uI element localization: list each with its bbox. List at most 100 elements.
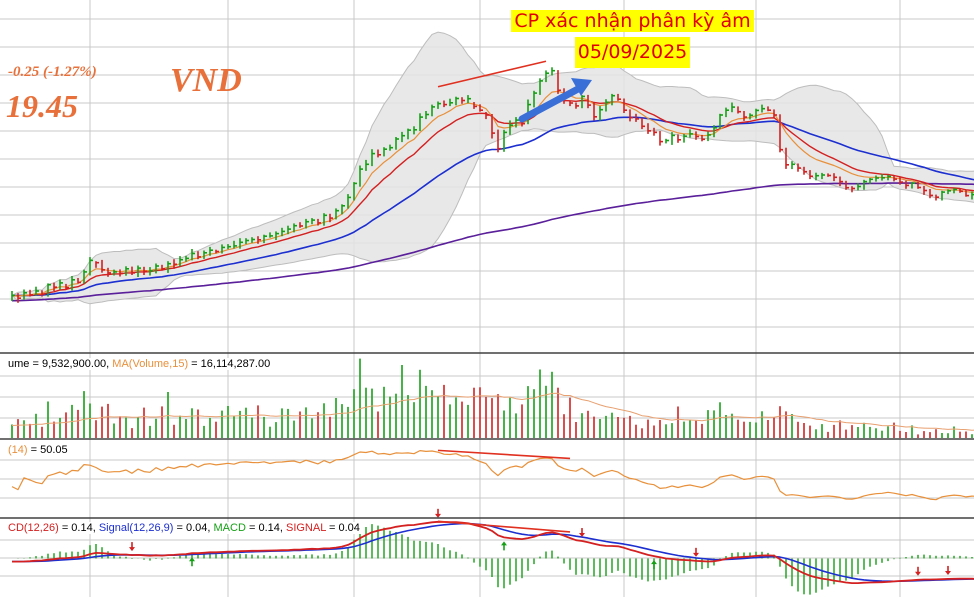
price-bar: [593, 103, 597, 121]
price-bar: [797, 163, 801, 172]
macd-divergence-line: [437, 520, 571, 533]
price-bar: [665, 138, 669, 144]
price-bar: [95, 261, 99, 268]
price-bar: [713, 125, 717, 138]
price-bar: [107, 267, 111, 277]
price-bar: [701, 134, 705, 142]
price-bar: [317, 218, 321, 226]
price-bar: [917, 181, 921, 189]
price-bar: [227, 244, 231, 250]
envelope-band: [11, 31, 974, 305]
price-bar: [479, 104, 483, 112]
price-bar: [509, 120, 513, 135]
divergence-callout: CP xác nhận phân kỳ âm 05/09/2025: [500, 6, 765, 68]
price-bar: [377, 149, 381, 158]
price-bar: [275, 231, 279, 240]
price-bar: [725, 107, 729, 118]
price-bar: [575, 102, 579, 109]
sell-arrow-head: [945, 570, 951, 575]
price-bar: [659, 131, 663, 146]
price-bar: [935, 194, 939, 201]
price-bar: [719, 113, 723, 129]
annotation-layer: [437, 60, 592, 533]
macd-label: CD(12,26): [8, 522, 59, 534]
price-bar: [221, 244, 225, 254]
price-bar: [185, 255, 189, 262]
ema-long-line: [12, 182, 974, 302]
price-bar: [323, 213, 327, 226]
price-bar: [257, 236, 261, 244]
price-bar: [233, 240, 237, 249]
sell-signal-arrow: [129, 542, 135, 552]
price-bar: [251, 237, 255, 243]
price-bar: [311, 218, 315, 225]
price-bar: [59, 279, 63, 290]
price-bar: [533, 90, 537, 108]
price-bar: [959, 188, 963, 193]
price-bar: [911, 182, 915, 189]
sell-signal-arrow: [915, 566, 921, 576]
price-bar: [647, 123, 651, 134]
price-bar: [815, 172, 819, 181]
price-bar: [545, 70, 549, 83]
price-bar: [653, 127, 657, 136]
price-bar: [215, 249, 219, 254]
price-bar: [53, 282, 57, 291]
price-bar: [29, 289, 33, 297]
price-bar: [437, 101, 441, 109]
price-bar: [353, 182, 357, 201]
sell-arrow-head: [129, 547, 135, 552]
price-bar: [779, 114, 783, 153]
price-bar: [941, 190, 945, 201]
volume-label: ume: [8, 358, 30, 370]
price-bar: [569, 101, 573, 107]
price-bar: [167, 261, 171, 273]
price-bar: [947, 189, 951, 195]
price-bar: [707, 131, 711, 142]
volume-pane-label: ume = 9,532,900.00, MA(Volume,15) = 16,1…: [8, 358, 273, 370]
price-bar: [689, 129, 693, 138]
price-bar: [23, 289, 27, 300]
price-bar: [695, 131, 699, 140]
price-bar: [77, 278, 81, 284]
price-bar: [263, 234, 267, 244]
price-bar: [245, 238, 249, 245]
price-bar: [173, 259, 177, 269]
price-bar: [875, 175, 879, 182]
price-bar: [857, 183, 861, 191]
price-bar: [431, 104, 435, 117]
price-bar: [299, 222, 303, 228]
macd-hist-label: MACD: [213, 522, 246, 534]
price-bar: [899, 176, 903, 185]
price-bar: [923, 185, 927, 195]
price-bar: [71, 276, 75, 291]
price-bar: [17, 293, 21, 303]
price-bar: [881, 174, 885, 181]
sell-arrow-head: [915, 571, 921, 576]
callout-line-2: 05/09/2025: [574, 37, 691, 68]
last-price-text: 19.45: [6, 88, 78, 124]
price-bar: [611, 93, 615, 106]
price-bar: [863, 179, 867, 190]
price-bar: [605, 99, 609, 112]
sell-signal-arrow: [435, 508, 441, 518]
price-bar: [83, 269, 87, 284]
price-bar: [143, 266, 147, 275]
signal-label: Signal(12,26,9): [98, 522, 174, 534]
sell-arrow-head: [435, 513, 441, 518]
price-bar: [203, 250, 207, 259]
price-bar: [581, 95, 585, 109]
buy-signal-arrow: [189, 557, 195, 567]
price-bar: [149, 267, 153, 276]
price-bar: [539, 78, 543, 95]
price-bar: [845, 180, 849, 190]
symbol-text: VND: [170, 62, 242, 99]
volume-layer: [11, 358, 974, 438]
macd-pane-label: CD(12,26) = 0.14, Signal(12,26,9) = 0.04…: [8, 522, 362, 534]
volume-ma-label: MA(Volume,15): [112, 358, 189, 370]
price-bar: [449, 98, 453, 107]
buy-signal-arrow: [651, 560, 657, 570]
price-bar: [587, 94, 591, 109]
price-bar: [419, 113, 423, 132]
